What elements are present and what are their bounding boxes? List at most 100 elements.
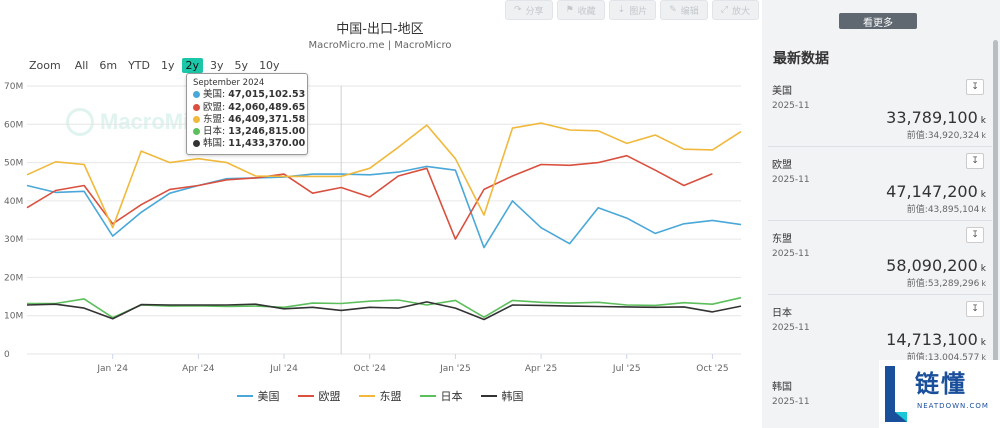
tooltip-row: 美国: 47,015,102.53 [193, 89, 305, 101]
y-tick-label: 30M [4, 235, 23, 245]
latest-card-japan: 日本 2025-11 ↧ 14,713,100 k 前值:13,004,577 k [772, 301, 988, 363]
macromicro-logo-icon [66, 108, 94, 136]
series-dot-icon [193, 115, 200, 123]
expand-button[interactable]: ⤢ 放大 [711, 0, 759, 20]
card-date: 2025-11 [772, 397, 810, 407]
neatdown-logo: 链懂 NEATDOWN.COM [879, 360, 1000, 428]
card-divider [768, 220, 992, 221]
card-previous-value: 前值:13,004,577 k [906, 353, 986, 363]
card-value: 58,090,200 k [886, 256, 986, 275]
series-dot-icon [193, 128, 200, 136]
download-icon[interactable]: ↧ [966, 301, 984, 317]
legend-item-eu[interactable]: 欧盟 [297, 388, 341, 404]
x-tick-label: Jan '25 [439, 364, 471, 374]
y-tick-label: 70M [4, 82, 23, 92]
bookmark-button[interactable]: ⚑ 收藏 [556, 0, 605, 20]
sidebar-title: 最新数据 [773, 51, 829, 67]
share-icon: ↷ [514, 5, 522, 15]
card-divider [768, 146, 992, 147]
card-name: 欧盟 [772, 160, 792, 171]
card-value: 47,147,200 k [886, 182, 986, 201]
x-tick-label: Oct '25 [696, 364, 728, 374]
latest-data-sidebar: 看更多 最新数据 [762, 0, 1000, 428]
legend-swatch [297, 395, 314, 397]
card-previous-value: 前值:34,920,324 k [906, 131, 986, 141]
logo-text-cn: 链懂 [915, 370, 967, 398]
card-value: 33,789,100 k [886, 108, 986, 127]
download-icon[interactable]: ↧ [966, 227, 984, 243]
series-dot-icon [193, 103, 200, 111]
x-tick-label: Jul '25 [612, 364, 641, 374]
tooltip-row: 日本: 13,246,815.00 [193, 126, 305, 138]
card-name: 韩国 [772, 382, 792, 393]
card-date: 2025-11 [772, 101, 810, 111]
legend-swatch [236, 395, 253, 397]
y-tick-label: 50M [4, 159, 23, 169]
legend-swatch [480, 395, 497, 397]
card-divider [768, 294, 992, 295]
latest-card-eu: 欧盟 2025-11 ↧ 47,147,200 k 前值:43,895,104 k [772, 153, 988, 215]
chart-title: 中国-出口-地区 [336, 22, 424, 37]
card-date: 2025-11 [772, 175, 810, 185]
legend-item-asean[interactable]: 东盟 [358, 388, 402, 404]
chart-legend: 美国 欧盟 东盟 日本 韩国 [0, 388, 760, 404]
series-line-korea [26, 301, 742, 321]
legend-swatch [358, 395, 375, 397]
zoom-2y-button[interactable]: 2y [181, 58, 204, 73]
card-name: 美国 [772, 86, 792, 97]
series-line-us [26, 165, 742, 249]
card-previous-value: 前值:43,895,104 k [906, 205, 986, 215]
sidebar-scrollbar[interactable] [993, 40, 998, 370]
latest-card-us: 美国 2025-11 ↧ 33,789,100 k 前值:34,920,324 k [772, 79, 988, 141]
x-tick-label: Oct '24 [354, 364, 387, 374]
download-image-button[interactable]: ⇣ 图片 [608, 0, 657, 20]
y-tick-label: 40M [4, 197, 23, 207]
line-chart[interactable]: 0 10M 20M 30M 40M 50M 60M 70M Jan '24 Apr '24 Jul … [0, 0, 760, 428]
zoom-1y-button[interactable]: 1y [161, 59, 175, 72]
x-tick-label: Apr '25 [525, 364, 557, 374]
x-tick-label: Jan '24 [96, 364, 128, 374]
zoom-10y-button[interactable]: 10y [259, 59, 280, 72]
see-more-button[interactable]: 看更多 [839, 13, 917, 29]
zoom-label: Zoom [29, 59, 61, 72]
latest-card-asean: 东盟 2025-11 ↧ 58,090,200 k 前值:53,289,296 k [772, 227, 988, 289]
card-value: 14,713,100 k [886, 330, 986, 349]
tooltip-row: 东盟: 46,409,371.58 [193, 114, 305, 126]
zoom-ytd-button[interactable]: YTD [128, 59, 150, 72]
card-previous-value: 前值:53,289,296 k [906, 279, 986, 289]
card-date: 2025-11 [772, 323, 810, 333]
download-icon[interactable]: ↧ [966, 79, 984, 95]
y-tick-label: 60M [4, 120, 23, 130]
expand-icon: ⤢ [720, 5, 728, 15]
series-dot-icon [193, 140, 200, 148]
share-button[interactable]: ↷ 分享 [505, 0, 553, 20]
logo-mark-icon [885, 366, 907, 422]
x-tick-label: Jul '24 [269, 364, 298, 374]
latest-card-korea: 韩国 2025-11 [772, 378, 988, 407]
download-icon[interactable]: ↧ [966, 153, 984, 169]
chart-subtitle: MacroMicro.me | MacroMicro [308, 40, 452, 51]
tooltip-row: 欧盟: 42,060,489.65 [193, 102, 305, 114]
zoom-5y-button[interactable]: 5y [234, 59, 249, 72]
legend-item-us[interactable]: 美国 [236, 388, 280, 404]
chart-tooltip: September 2024 美国: 47,015,102.53 欧盟: 42,… [186, 73, 308, 155]
zoom-3y-button[interactable]: 3y [210, 59, 224, 72]
y-tick-label: 20M [4, 273, 23, 283]
download-icon: ⇣ [617, 5, 626, 15]
zoom-selector: Zoom All 6m YTD 1y 2y 3y 5y 10y [29, 58, 287, 73]
logo-text-en: NEATDOWN.COM [917, 402, 989, 410]
zoom-6m-button[interactable]: 6m [99, 59, 118, 72]
legend-item-japan[interactable]: 日本 [419, 388, 463, 404]
edit-icon: ✎ [669, 5, 677, 15]
y-tick-label: 10M [4, 312, 23, 322]
bookmark-icon: ⚑ [565, 5, 574, 15]
tooltip-row: 韩国: 11,433,370.00 [193, 138, 305, 150]
edit-button[interactable]: ✎ 编辑 [660, 0, 708, 20]
series-line-asean [26, 122, 742, 229]
legend-item-korea[interactable]: 韩国 [480, 388, 524, 404]
y-tick-label: 0 [4, 350, 10, 360]
x-tick-label: Apr '24 [182, 364, 215, 374]
zoom-all-button[interactable]: All [74, 59, 89, 72]
card-name: 日本 [772, 308, 792, 319]
series-line-eu [26, 154, 713, 240]
